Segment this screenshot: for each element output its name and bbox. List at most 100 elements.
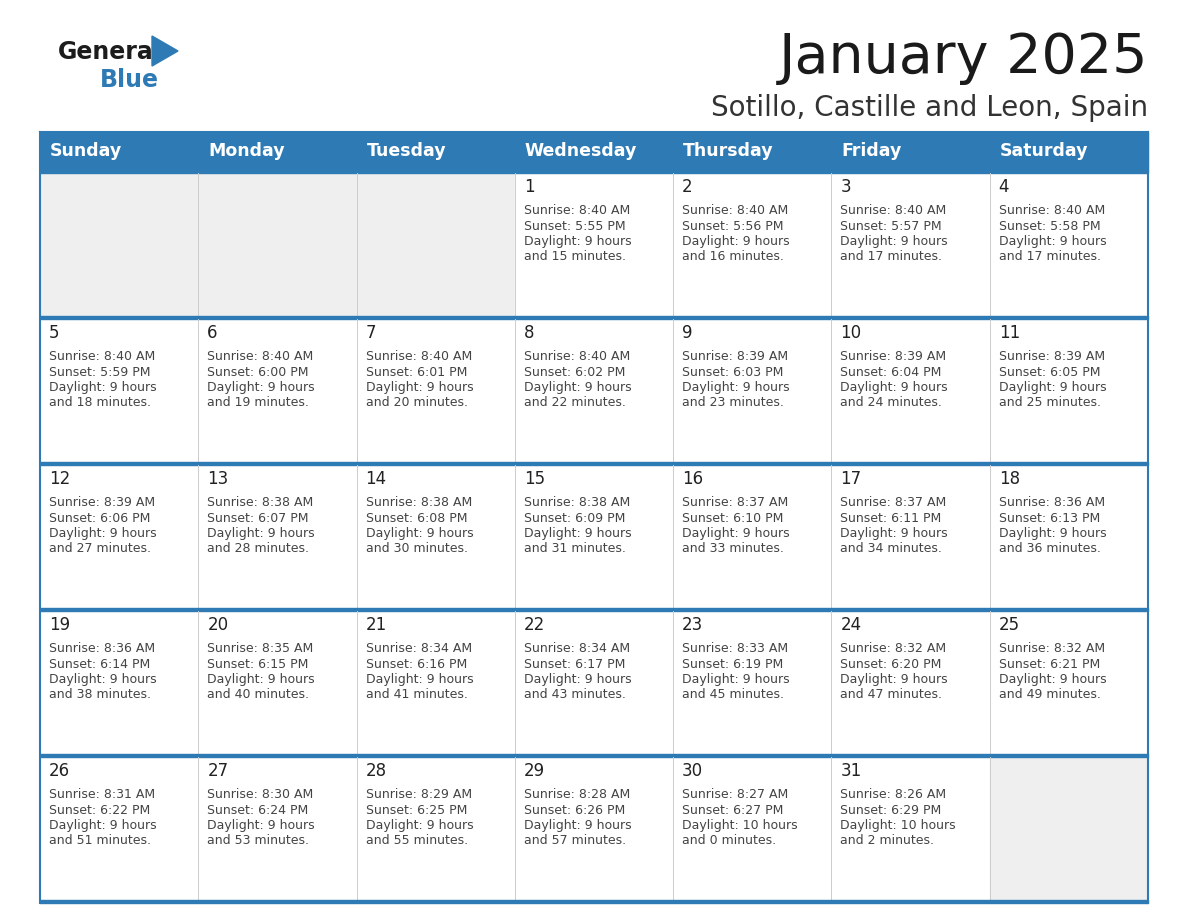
Text: 6: 6 xyxy=(207,324,217,342)
Text: Sunday: Sunday xyxy=(50,142,122,160)
Text: Sunset: 6:29 PM: Sunset: 6:29 PM xyxy=(840,803,942,816)
Bar xyxy=(40,757,198,900)
Bar xyxy=(356,319,514,462)
Text: Daylight: 9 hours: Daylight: 9 hours xyxy=(207,673,315,686)
Text: 12: 12 xyxy=(49,470,70,488)
Text: 25: 25 xyxy=(999,616,1019,634)
Text: Daylight: 9 hours: Daylight: 9 hours xyxy=(49,527,157,540)
Bar xyxy=(198,173,356,316)
Text: Daylight: 10 hours: Daylight: 10 hours xyxy=(840,819,956,832)
Bar xyxy=(40,754,1148,757)
Text: 10: 10 xyxy=(840,324,861,342)
Text: and 30 minutes.: and 30 minutes. xyxy=(366,543,468,555)
Text: 31: 31 xyxy=(840,762,861,780)
Text: General: General xyxy=(58,40,162,64)
Text: 29: 29 xyxy=(524,762,545,780)
Text: and 28 minutes.: and 28 minutes. xyxy=(207,543,309,555)
Bar xyxy=(40,465,198,608)
Text: Sunrise: 8:31 AM: Sunrise: 8:31 AM xyxy=(49,788,156,801)
Text: and 25 minutes.: and 25 minutes. xyxy=(999,397,1101,409)
Text: Sunset: 6:17 PM: Sunset: 6:17 PM xyxy=(524,657,625,670)
Bar xyxy=(40,173,198,316)
Bar xyxy=(514,465,674,608)
Bar xyxy=(40,316,1148,319)
Text: Saturday: Saturday xyxy=(1000,142,1088,160)
Text: Daylight: 9 hours: Daylight: 9 hours xyxy=(682,381,790,394)
Bar xyxy=(832,611,990,754)
Text: Sunrise: 8:26 AM: Sunrise: 8:26 AM xyxy=(840,788,947,801)
Text: Sunset: 6:10 PM: Sunset: 6:10 PM xyxy=(682,511,784,524)
Text: Sunset: 6:20 PM: Sunset: 6:20 PM xyxy=(840,657,942,670)
Bar xyxy=(356,465,514,608)
Text: and 33 minutes.: and 33 minutes. xyxy=(682,543,784,555)
Text: 18: 18 xyxy=(999,470,1019,488)
Text: Sunrise: 8:35 AM: Sunrise: 8:35 AM xyxy=(207,642,314,655)
Text: 3: 3 xyxy=(840,178,851,196)
Text: Daylight: 9 hours: Daylight: 9 hours xyxy=(366,673,473,686)
Text: Sunrise: 8:34 AM: Sunrise: 8:34 AM xyxy=(366,642,472,655)
Text: Daylight: 9 hours: Daylight: 9 hours xyxy=(524,527,632,540)
Bar xyxy=(356,757,514,900)
Text: 2: 2 xyxy=(682,178,693,196)
Text: Sunrise: 8:37 AM: Sunrise: 8:37 AM xyxy=(682,496,789,509)
Text: Daylight: 9 hours: Daylight: 9 hours xyxy=(999,527,1106,540)
Text: Sunset: 6:07 PM: Sunset: 6:07 PM xyxy=(207,511,309,524)
Bar xyxy=(674,319,832,462)
Polygon shape xyxy=(152,36,178,66)
Text: and 51 minutes.: and 51 minutes. xyxy=(49,834,151,847)
Text: 17: 17 xyxy=(840,470,861,488)
Bar xyxy=(198,757,356,900)
Text: Sunrise: 8:39 AM: Sunrise: 8:39 AM xyxy=(840,350,947,363)
Bar xyxy=(198,465,356,608)
Text: Sunset: 6:16 PM: Sunset: 6:16 PM xyxy=(366,657,467,670)
Text: 14: 14 xyxy=(366,470,387,488)
Text: Sunset: 6:00 PM: Sunset: 6:00 PM xyxy=(207,365,309,378)
Text: Friday: Friday xyxy=(841,142,902,160)
Bar xyxy=(514,757,674,900)
Text: Daylight: 9 hours: Daylight: 9 hours xyxy=(999,673,1106,686)
Text: Sunrise: 8:38 AM: Sunrise: 8:38 AM xyxy=(524,496,630,509)
Text: Sunrise: 8:38 AM: Sunrise: 8:38 AM xyxy=(366,496,472,509)
Text: 7: 7 xyxy=(366,324,377,342)
Bar xyxy=(832,465,990,608)
Text: 22: 22 xyxy=(524,616,545,634)
Bar xyxy=(674,465,832,608)
Text: and 41 minutes.: and 41 minutes. xyxy=(366,688,467,701)
Text: Sunset: 6:06 PM: Sunset: 6:06 PM xyxy=(49,511,151,524)
Text: Sunset: 6:02 PM: Sunset: 6:02 PM xyxy=(524,365,625,378)
Text: Sunset: 6:25 PM: Sunset: 6:25 PM xyxy=(366,803,467,816)
Bar xyxy=(990,319,1148,462)
Text: Sunset: 6:19 PM: Sunset: 6:19 PM xyxy=(682,657,783,670)
Text: and 2 minutes.: and 2 minutes. xyxy=(840,834,935,847)
Text: Thursday: Thursday xyxy=(683,142,773,160)
Text: Sunrise: 8:39 AM: Sunrise: 8:39 AM xyxy=(49,496,156,509)
Text: and 17 minutes.: and 17 minutes. xyxy=(840,251,942,263)
Text: Sunset: 6:24 PM: Sunset: 6:24 PM xyxy=(207,803,309,816)
Text: 30: 30 xyxy=(682,762,703,780)
Bar xyxy=(674,611,832,754)
Text: Blue: Blue xyxy=(100,68,159,92)
Text: 5: 5 xyxy=(49,324,59,342)
Bar xyxy=(990,611,1148,754)
Text: Sunrise: 8:40 AM: Sunrise: 8:40 AM xyxy=(207,350,314,363)
Text: Daylight: 9 hours: Daylight: 9 hours xyxy=(366,381,473,394)
Text: Daylight: 9 hours: Daylight: 9 hours xyxy=(207,381,315,394)
Bar xyxy=(514,611,674,754)
Text: Daylight: 9 hours: Daylight: 9 hours xyxy=(840,673,948,686)
Text: Sunset: 6:01 PM: Sunset: 6:01 PM xyxy=(366,365,467,378)
Text: and 22 minutes.: and 22 minutes. xyxy=(524,397,626,409)
Text: Sunset: 5:55 PM: Sunset: 5:55 PM xyxy=(524,219,626,232)
Text: Daylight: 9 hours: Daylight: 9 hours xyxy=(999,235,1106,248)
Text: Daylight: 9 hours: Daylight: 9 hours xyxy=(49,673,157,686)
Text: Tuesday: Tuesday xyxy=(367,142,447,160)
Text: Sunset: 6:03 PM: Sunset: 6:03 PM xyxy=(682,365,784,378)
Text: Sunset: 6:22 PM: Sunset: 6:22 PM xyxy=(49,803,150,816)
Text: and 16 minutes.: and 16 minutes. xyxy=(682,251,784,263)
Text: and 55 minutes.: and 55 minutes. xyxy=(366,834,468,847)
Text: Sunset: 6:14 PM: Sunset: 6:14 PM xyxy=(49,657,150,670)
Text: Sunset: 5:59 PM: Sunset: 5:59 PM xyxy=(49,365,151,378)
Text: Daylight: 9 hours: Daylight: 9 hours xyxy=(207,819,315,832)
Bar xyxy=(990,173,1148,316)
Text: Sunset: 6:04 PM: Sunset: 6:04 PM xyxy=(840,365,942,378)
Text: Sunrise: 8:37 AM: Sunrise: 8:37 AM xyxy=(840,496,947,509)
